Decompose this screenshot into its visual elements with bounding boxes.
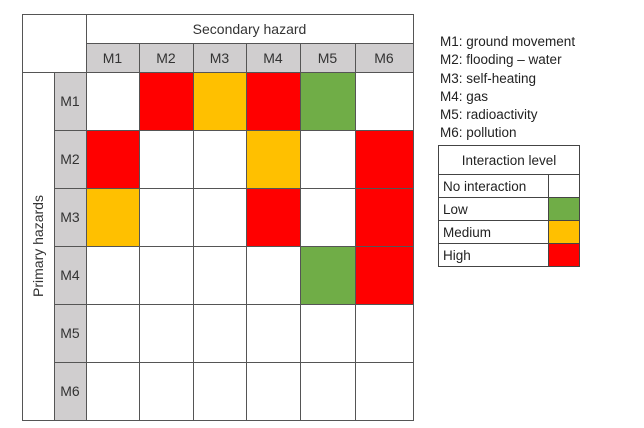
legend-label-medium: Medium <box>438 220 549 244</box>
matrix-cell-medium <box>246 130 300 188</box>
matrix-cell-none <box>86 72 139 130</box>
matrix-cell-none <box>300 188 355 246</box>
grid-line <box>22 14 23 420</box>
row-header-m6: M6 <box>54 362 86 420</box>
legend-label-none: No interaction <box>438 174 549 198</box>
grid-line <box>86 14 87 420</box>
matrix-cell-none <box>193 304 246 362</box>
matrix-cell-medium <box>193 72 246 130</box>
matrix-cell-none <box>139 188 193 246</box>
column-title: Secondary hazard <box>192 20 307 37</box>
matrix-cell-none <box>86 362 139 420</box>
matrix-cell-none <box>193 246 246 304</box>
legend-swatch-high <box>548 243 580 267</box>
grid-line <box>355 43 356 420</box>
legend-swatch-medium <box>548 220 580 244</box>
matrix-cell-high <box>355 188 413 246</box>
hazard-definitions: M1: ground movement M2: flooding – water… <box>440 33 575 143</box>
matrix-cell-none <box>300 362 355 420</box>
matrix-cell-medium <box>86 188 139 246</box>
matrix-cell-high <box>86 130 139 188</box>
matrix-cell-high <box>355 246 413 304</box>
matrix-cell-none <box>355 72 413 130</box>
matrix-cell-none <box>139 362 193 420</box>
definition-m6: M6: pollution <box>440 125 517 141</box>
matrix-cell-none <box>86 246 139 304</box>
matrix-cell-none <box>193 130 246 188</box>
matrix-cell-none <box>139 304 193 362</box>
matrix-cell-high <box>246 72 300 130</box>
matrix-cell-none <box>86 304 139 362</box>
matrix-cell-none <box>246 304 300 362</box>
grid-line <box>193 43 194 420</box>
row-header-m3: M3 <box>54 188 86 246</box>
grid-line <box>22 72 413 73</box>
matrix-cell-low <box>300 246 355 304</box>
grid-line <box>54 130 413 131</box>
definition-m3: M3: self-heating <box>440 70 537 86</box>
matrix-cell-none <box>355 304 413 362</box>
matrix-cell-none <box>300 304 355 362</box>
grid-line <box>54 246 413 247</box>
column-header-m6: M6 <box>355 43 413 72</box>
matrix-cell-none <box>246 362 300 420</box>
definition-m2: M2: flooding – water <box>440 52 562 68</box>
interaction-legend: Interaction level No interaction Low Med… <box>438 145 580 267</box>
grid-line <box>246 43 247 420</box>
definition-m1: M1: ground movement <box>440 34 576 49</box>
legend-label-high: High <box>438 243 549 267</box>
column-header-m3: M3 <box>193 43 246 72</box>
grid-line <box>139 43 140 420</box>
matrix-cell-high <box>246 188 300 246</box>
matrix-cell-none <box>193 362 246 420</box>
grid-line <box>22 14 414 15</box>
row-header-m2: M2 <box>54 130 86 188</box>
row-title-text: Primary hazards <box>30 195 47 297</box>
grid-line <box>300 43 301 420</box>
grid-line <box>22 420 414 421</box>
matrix-cell-none <box>300 130 355 188</box>
row-header-m4: M4 <box>54 246 86 304</box>
legend-title: Interaction level <box>438 145 580 175</box>
column-header-m1: M1 <box>86 43 139 72</box>
legend-swatch-low <box>548 197 580 221</box>
matrix-cell-high <box>139 72 193 130</box>
definition-m5: M5: radioactivity <box>440 107 538 123</box>
column-header-m4: M4 <box>246 43 300 72</box>
legend-label-low: Low <box>438 197 549 221</box>
row-header-m1: M1 <box>54 72 86 130</box>
matrix-cell-none <box>139 130 193 188</box>
grid-line <box>54 188 413 189</box>
grid-line <box>54 304 413 305</box>
matrix-cell-high <box>355 130 413 188</box>
matrix-cell-none <box>355 362 413 420</box>
column-header-m5: M5 <box>300 43 355 72</box>
row-title: Primary hazards <box>22 72 54 420</box>
matrix-cell-low <box>300 72 355 130</box>
grid-line <box>86 43 413 44</box>
definition-m4: M4: gas <box>440 88 489 104</box>
grid-line <box>54 72 55 420</box>
matrix-cell-none <box>139 246 193 304</box>
column-header-m2: M2 <box>139 43 193 72</box>
row-header-m5: M5 <box>54 304 86 362</box>
grid-line <box>54 362 413 363</box>
matrix-cell-none <box>193 188 246 246</box>
legend-swatch-none <box>548 174 580 198</box>
matrix-cell-none <box>246 246 300 304</box>
grid-line <box>413 14 414 420</box>
